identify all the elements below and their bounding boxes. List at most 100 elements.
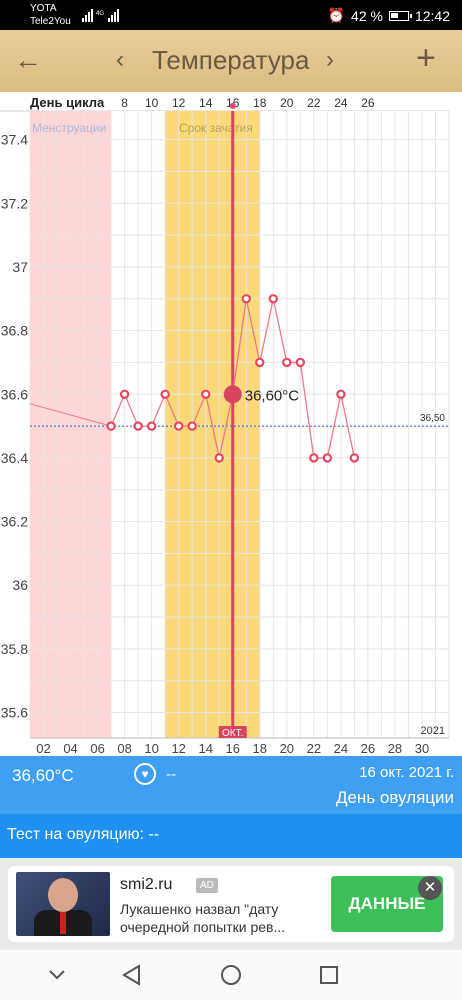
prev-chevron-icon[interactable]: ‹ <box>116 46 124 73</box>
data-point <box>349 453 360 463</box>
y-tick-label: 36.4 <box>1 450 28 466</box>
cycle-day-label: День цикла <box>30 95 105 110</box>
cycle-day-tick: 16 <box>226 96 240 110</box>
nav-down-icon[interactable] <box>42 960 72 990</box>
ad-close-icon[interactable]: ✕ <box>418 876 442 900</box>
data-point <box>255 357 265 368</box>
year-label: 2021 <box>421 725 445 737</box>
cycle-day-tick: 26 <box>361 96 375 110</box>
next-chevron-icon[interactable]: › <box>326 46 334 73</box>
date-tick-label: 04 <box>63 741 77 756</box>
ad-site: smi2.ru <box>120 876 173 893</box>
carrier-name: YOTA <box>30 3 57 14</box>
data-point <box>119 389 130 399</box>
data-point <box>173 421 184 431</box>
data-point <box>160 389 170 399</box>
y-tick-label: 37 <box>12 259 28 275</box>
ad-headline: Лукашенко назвал "дату очередной попытки… <box>120 901 286 935</box>
status-right: ⏰ 42 % 12:42 <box>328 7 450 24</box>
data-point <box>146 421 157 431</box>
date-tick-label: 28 <box>388 741 402 756</box>
cycle-day-tick: 8 <box>121 96 128 110</box>
cycle-header-bg <box>0 92 462 111</box>
intercourse-value: -- <box>166 766 176 783</box>
cycle-phase: День овуляции <box>335 788 454 807</box>
y-tick-label: 35.8 <box>1 641 28 657</box>
data-point <box>322 453 333 463</box>
conception-label: Срок зачатия <box>179 121 253 135</box>
ad-banner: smi2.ru AD Лукашенко назвал "дату очеред… <box>0 858 462 950</box>
date-tick-label: 06 <box>90 741 104 756</box>
cycle-day-tick: 24 <box>334 96 348 110</box>
data-point <box>133 421 143 431</box>
back-arrow-icon[interactable]: ← <box>14 44 42 75</box>
status-bar: YOTA Tele2You 4G ⏰ 42 % 12:42 <box>0 0 462 30</box>
nav-home-icon[interactable] <box>216 960 246 990</box>
date-tick-label: 10 <box>144 741 158 756</box>
y-tick-label: 37.2 <box>1 195 28 211</box>
cycle-day-tick: 10 <box>145 96 159 110</box>
page-title: Температура <box>152 45 310 75</box>
add-plus-icon[interactable]: + <box>416 39 436 77</box>
network-type: 4G <box>96 11 104 17</box>
selected-value-label: 36,60°C <box>245 387 300 404</box>
date-tick-label: 24 <box>334 741 348 756</box>
selected-point <box>223 385 242 404</box>
battery-percent: 42 % <box>351 7 383 24</box>
cycle-day-tick: 12 <box>172 96 186 110</box>
y-tick-label: 36 <box>12 577 28 593</box>
system-nav-bar <box>0 950 462 1000</box>
ad-badge: AD <box>196 878 218 893</box>
date-tick-label: 18 <box>253 741 267 756</box>
clock: 12:42 <box>414 7 450 24</box>
month-label-bg <box>218 726 247 738</box>
signal-icon: 4G <box>82 9 119 22</box>
carrier-name-2: Tele2You <box>30 16 71 27</box>
y-tick-label: 36.6 <box>1 386 28 402</box>
data-point <box>214 453 224 463</box>
date-tick-label: 14 <box>198 741 212 756</box>
app-bar: ← ‹ Температура › + <box>0 30 462 92</box>
y-tick-label: 36.2 <box>1 514 28 530</box>
date-tick-label: 02 <box>36 741 50 756</box>
data-point <box>295 357 306 368</box>
temperature-chart[interactable]: День цикла 37.4 37.2 37 36.8 36.6 36.4 36.2 36 35… <box>0 92 462 756</box>
battery-icon <box>388 10 412 21</box>
cycle-day-tick: 18 <box>253 96 267 110</box>
ovulation-test-label: Тест на овуляцию: -- <box>7 826 160 843</box>
cycle-day-tick: 14 <box>199 96 213 110</box>
date-tick-label: 20 <box>280 741 294 756</box>
cycle-day-tick: 22 <box>307 96 321 110</box>
data-point <box>282 357 292 368</box>
date-tick-label: 12 <box>171 741 185 756</box>
data-point <box>241 294 251 304</box>
series-entry-line <box>29 403 112 427</box>
cycle-day-tick: 20 <box>280 96 294 110</box>
data-point <box>201 389 211 399</box>
date-tick-label: 26 <box>361 741 375 756</box>
date-tick-label: 16 <box>226 741 240 756</box>
date-axis-bg <box>0 738 462 756</box>
ad-thumbnail <box>16 872 110 936</box>
ovulation-test-bar[interactable]: Тест на овуляцию: -- <box>0 814 462 858</box>
data-point <box>309 453 319 463</box>
heart-icon[interactable]: ♥ <box>134 763 156 785</box>
y-tick-label: 35.6 <box>1 705 28 721</box>
menstruation-label: Менструации <box>32 121 106 135</box>
y-tick-label: 37.4 <box>1 132 28 148</box>
ad-card[interactable]: smi2.ru AD Лукашенко назвал "дату очеред… <box>8 866 454 942</box>
data-point <box>336 389 346 399</box>
temperature-value[interactable]: 36,60°C <box>12 766 74 785</box>
today-marker <box>229 103 236 109</box>
data-point <box>106 421 116 431</box>
data-point <box>187 421 197 431</box>
month-label: ОКТ. <box>222 728 243 739</box>
baseline-label: 36,50 <box>420 413 445 424</box>
y-tick-label: 36.8 <box>1 323 28 339</box>
data-point <box>268 294 278 304</box>
date-tick-label: 30 <box>415 741 429 756</box>
nav-back-icon[interactable] <box>117 960 147 990</box>
chart-svg: День цикла 37.4 37.2 37 36.8 36.6 36.4 36.2 36 35… <box>0 92 462 756</box>
nav-recents-icon[interactable] <box>314 960 344 990</box>
selected-date: 16 окт. 2021 г. <box>359 764 454 781</box>
